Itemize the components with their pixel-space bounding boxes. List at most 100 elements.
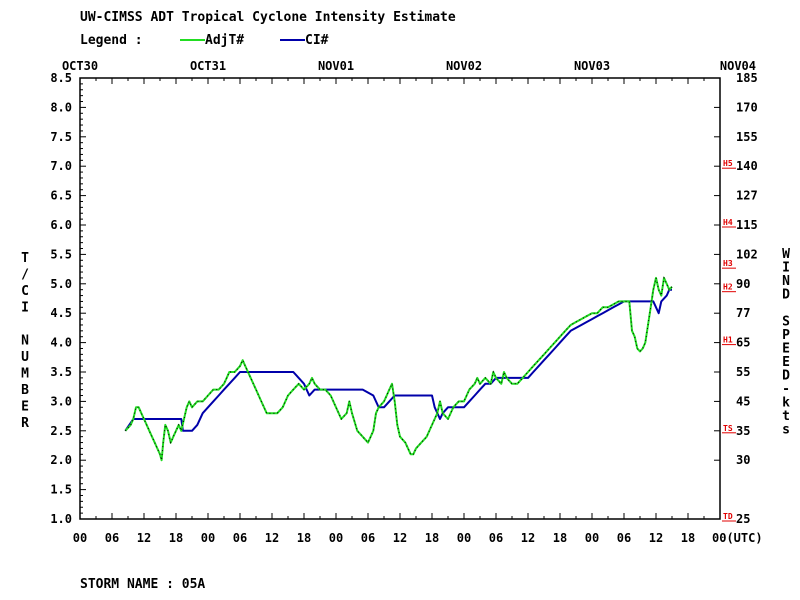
legend: Legend : AdjT# CI# bbox=[80, 33, 329, 48]
left-axis-label-char: M bbox=[21, 367, 29, 382]
left-axis-label-char: E bbox=[21, 400, 29, 415]
left-tick-label: 4.0 bbox=[50, 336, 72, 350]
bottom-tick-label: 12 bbox=[521, 531, 535, 545]
right-tick-label: 115 bbox=[736, 218, 758, 232]
left-tick-label: 2.5 bbox=[50, 424, 72, 438]
date-label: OCT30 bbox=[62, 59, 98, 73]
right-axis-label-char: s bbox=[782, 423, 790, 438]
left-tick-label: 1.5 bbox=[50, 483, 72, 497]
legend-label: Legend : bbox=[80, 33, 143, 48]
left-axis-label-char: T bbox=[21, 251, 29, 266]
date-label: NOV04 bbox=[720, 59, 756, 73]
bottom-tick-label: 06 bbox=[361, 531, 375, 545]
date-label: OCT31 bbox=[190, 59, 226, 73]
bottom-tick-label: 18 bbox=[169, 531, 183, 545]
bottom-tick-label: 00(UTC) bbox=[712, 531, 763, 545]
right-tick-label: 55 bbox=[736, 365, 750, 379]
right-tick-label: 185 bbox=[736, 71, 758, 85]
category-marker-label: H4 bbox=[723, 218, 733, 227]
bottom-tick-label: 00 bbox=[329, 531, 343, 545]
left-tick-label: 4.5 bbox=[50, 306, 72, 320]
bottom-tick-label: 00 bbox=[457, 531, 471, 545]
category-marker-label: TS bbox=[723, 424, 733, 433]
legend-item-ci: CI# bbox=[305, 33, 329, 48]
bottom-tick-label: 12 bbox=[265, 531, 279, 545]
left-tick-label: 5.0 bbox=[50, 277, 72, 291]
left-tick-label: 5.5 bbox=[50, 247, 72, 261]
bottom-tick-label: 06 bbox=[617, 531, 631, 545]
right-axis-label-char: S bbox=[782, 315, 790, 330]
left-tick-label: 6.5 bbox=[50, 189, 72, 203]
right-axis: 25 30 35 45 55 65 77 90 102 115 127 140 155 170 185 bbox=[714, 71, 758, 526]
bottom-tick-label: 18 bbox=[681, 531, 695, 545]
left-tick-label: 3.0 bbox=[50, 394, 72, 408]
right-tick-label: 25 bbox=[736, 512, 750, 526]
category-marker-label: H3 bbox=[723, 259, 733, 268]
category-marker-label: H2 bbox=[723, 283, 733, 292]
saffir-simpson-markers: TD TS H1 H2 H3 H4 H5 bbox=[722, 159, 736, 522]
bottom-tick-label: 18 bbox=[553, 531, 567, 545]
bottom-tick-label: 12 bbox=[649, 531, 663, 545]
bottom-tick-label: 18 bbox=[425, 531, 439, 545]
right-axis-label-char: W bbox=[782, 247, 790, 262]
left-axis-label-char: C bbox=[21, 284, 29, 299]
right-tick-label: 77 bbox=[736, 306, 750, 320]
left-tick-label: 3.5 bbox=[50, 365, 72, 379]
right-axis-label-char: E bbox=[782, 342, 790, 357]
right-tick-label: 65 bbox=[736, 336, 750, 350]
bottom-tick-label: 12 bbox=[393, 531, 407, 545]
right-tick-label: 90 bbox=[736, 277, 750, 291]
right-tick-label: 30 bbox=[736, 453, 750, 467]
bottom-tick-label: 12 bbox=[137, 531, 151, 545]
left-axis-label-char: U bbox=[21, 350, 29, 365]
series-line-ci bbox=[124, 288, 672, 432]
right-axis-label-char: I bbox=[782, 261, 790, 276]
left-tick-label: 6.0 bbox=[50, 218, 72, 232]
left-axis: 1.0 1.5 2.0 2.5 3.0 3.5 4.0 4.5 5.0 5.5 6.0 6.5 7.0 7… bbox=[50, 71, 86, 526]
legend-item-adjt: AdjT# bbox=[205, 33, 244, 48]
series-group bbox=[124, 276, 673, 462]
date-label: NOV01 bbox=[318, 59, 354, 73]
plot-frame bbox=[79, 77, 721, 520]
right-axis-label-char: D bbox=[782, 288, 790, 303]
right-tick-label: 155 bbox=[736, 130, 758, 144]
left-axis-label-char: I bbox=[21, 301, 29, 316]
right-axis-label-char: k bbox=[782, 396, 790, 411]
category-marker-label: H5 bbox=[723, 159, 733, 168]
category-marker-label: TD bbox=[723, 512, 733, 521]
right-axis-label-char: - bbox=[782, 382, 790, 397]
right-tick-label: 102 bbox=[736, 247, 758, 261]
category-marker-label: H1 bbox=[723, 336, 733, 345]
bottom-tick-label: 06 bbox=[489, 531, 503, 545]
left-tick-label: 8.5 bbox=[50, 71, 72, 85]
date-label: NOV03 bbox=[574, 59, 610, 73]
left-axis-label-char: N bbox=[21, 334, 29, 349]
left-tick-label: 7.5 bbox=[50, 130, 72, 144]
right-tick-label: 140 bbox=[736, 159, 758, 173]
date-labels: OCT30 OCT31 NOV01 NOV02 NOV03 NOV04 bbox=[62, 59, 756, 73]
series-dots-adjt bbox=[124, 276, 673, 461]
left-tick-label: 1.0 bbox=[50, 512, 72, 526]
right-axis-label-char: D bbox=[782, 369, 790, 384]
storm-name: STORM NAME : 05A bbox=[80, 577, 205, 592]
chart-title: UW-CIMSS ADT Tropical Cyclone Intensity … bbox=[80, 10, 456, 25]
left-tick-label: 8.0 bbox=[50, 100, 72, 114]
date-label: NOV02 bbox=[446, 59, 482, 73]
left-axis-label-char: R bbox=[21, 416, 29, 431]
left-axis-label-char: / bbox=[21, 268, 29, 283]
left-tick-label: 2.0 bbox=[50, 453, 72, 467]
right-tick-label: 127 bbox=[736, 189, 758, 203]
right-tick-label: 45 bbox=[736, 394, 750, 408]
right-tick-label: 35 bbox=[736, 424, 750, 438]
bottom-tick-label: 18 bbox=[297, 531, 311, 545]
right-axis-label-char: t bbox=[782, 409, 790, 424]
bottom-tick-label: 00 bbox=[201, 531, 215, 545]
right-tick-label: 170 bbox=[736, 100, 758, 114]
bottom-tick-label: 06 bbox=[105, 531, 119, 545]
right-axis-label-char: E bbox=[782, 355, 790, 370]
left-axis-label-char: B bbox=[21, 383, 29, 398]
bottom-tick-label: 06 bbox=[233, 531, 247, 545]
